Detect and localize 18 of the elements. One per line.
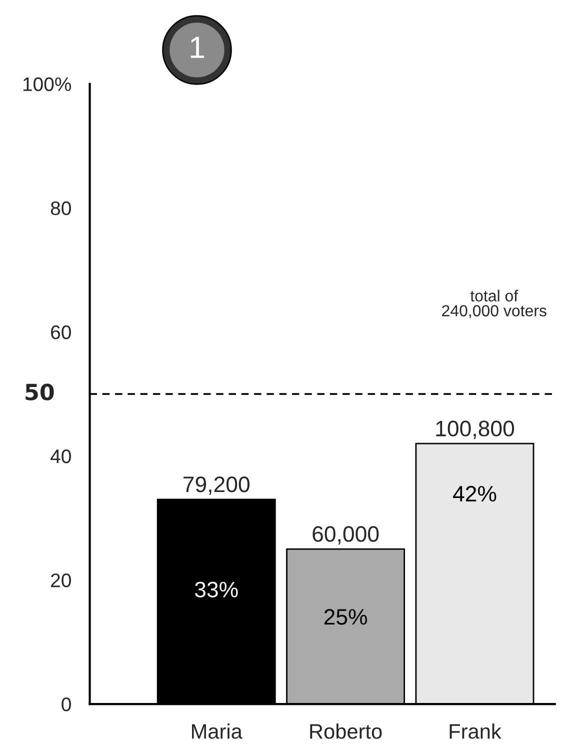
y-tick-label: 60 [51, 325, 71, 340]
data-label: 33% [194, 582, 238, 598]
y-tick-label: 0 [62, 698, 71, 712]
annotation: 79,200 [184, 476, 250, 495]
x-tick-label: Frank [450, 724, 502, 739]
text: 1 [190, 36, 204, 58]
y-tick-label: 100% [23, 77, 72, 92]
x-tick-label: Maria [192, 724, 242, 739]
y-tick-label: 20 [51, 573, 71, 588]
y-tick-label: 40 [50, 449, 71, 464]
annotation: 100,800 [436, 420, 514, 440]
annotation: 60,000 [312, 526, 379, 544]
annotation: total of 240,000 voters [442, 290, 546, 318]
data-label: 42% [453, 486, 496, 502]
y-tick-label: 80 [50, 201, 71, 216]
x-tick-label: Roberto [310, 724, 382, 739]
ref-line-label: 50 [26, 384, 54, 400]
data-label: 25% [324, 609, 367, 625]
